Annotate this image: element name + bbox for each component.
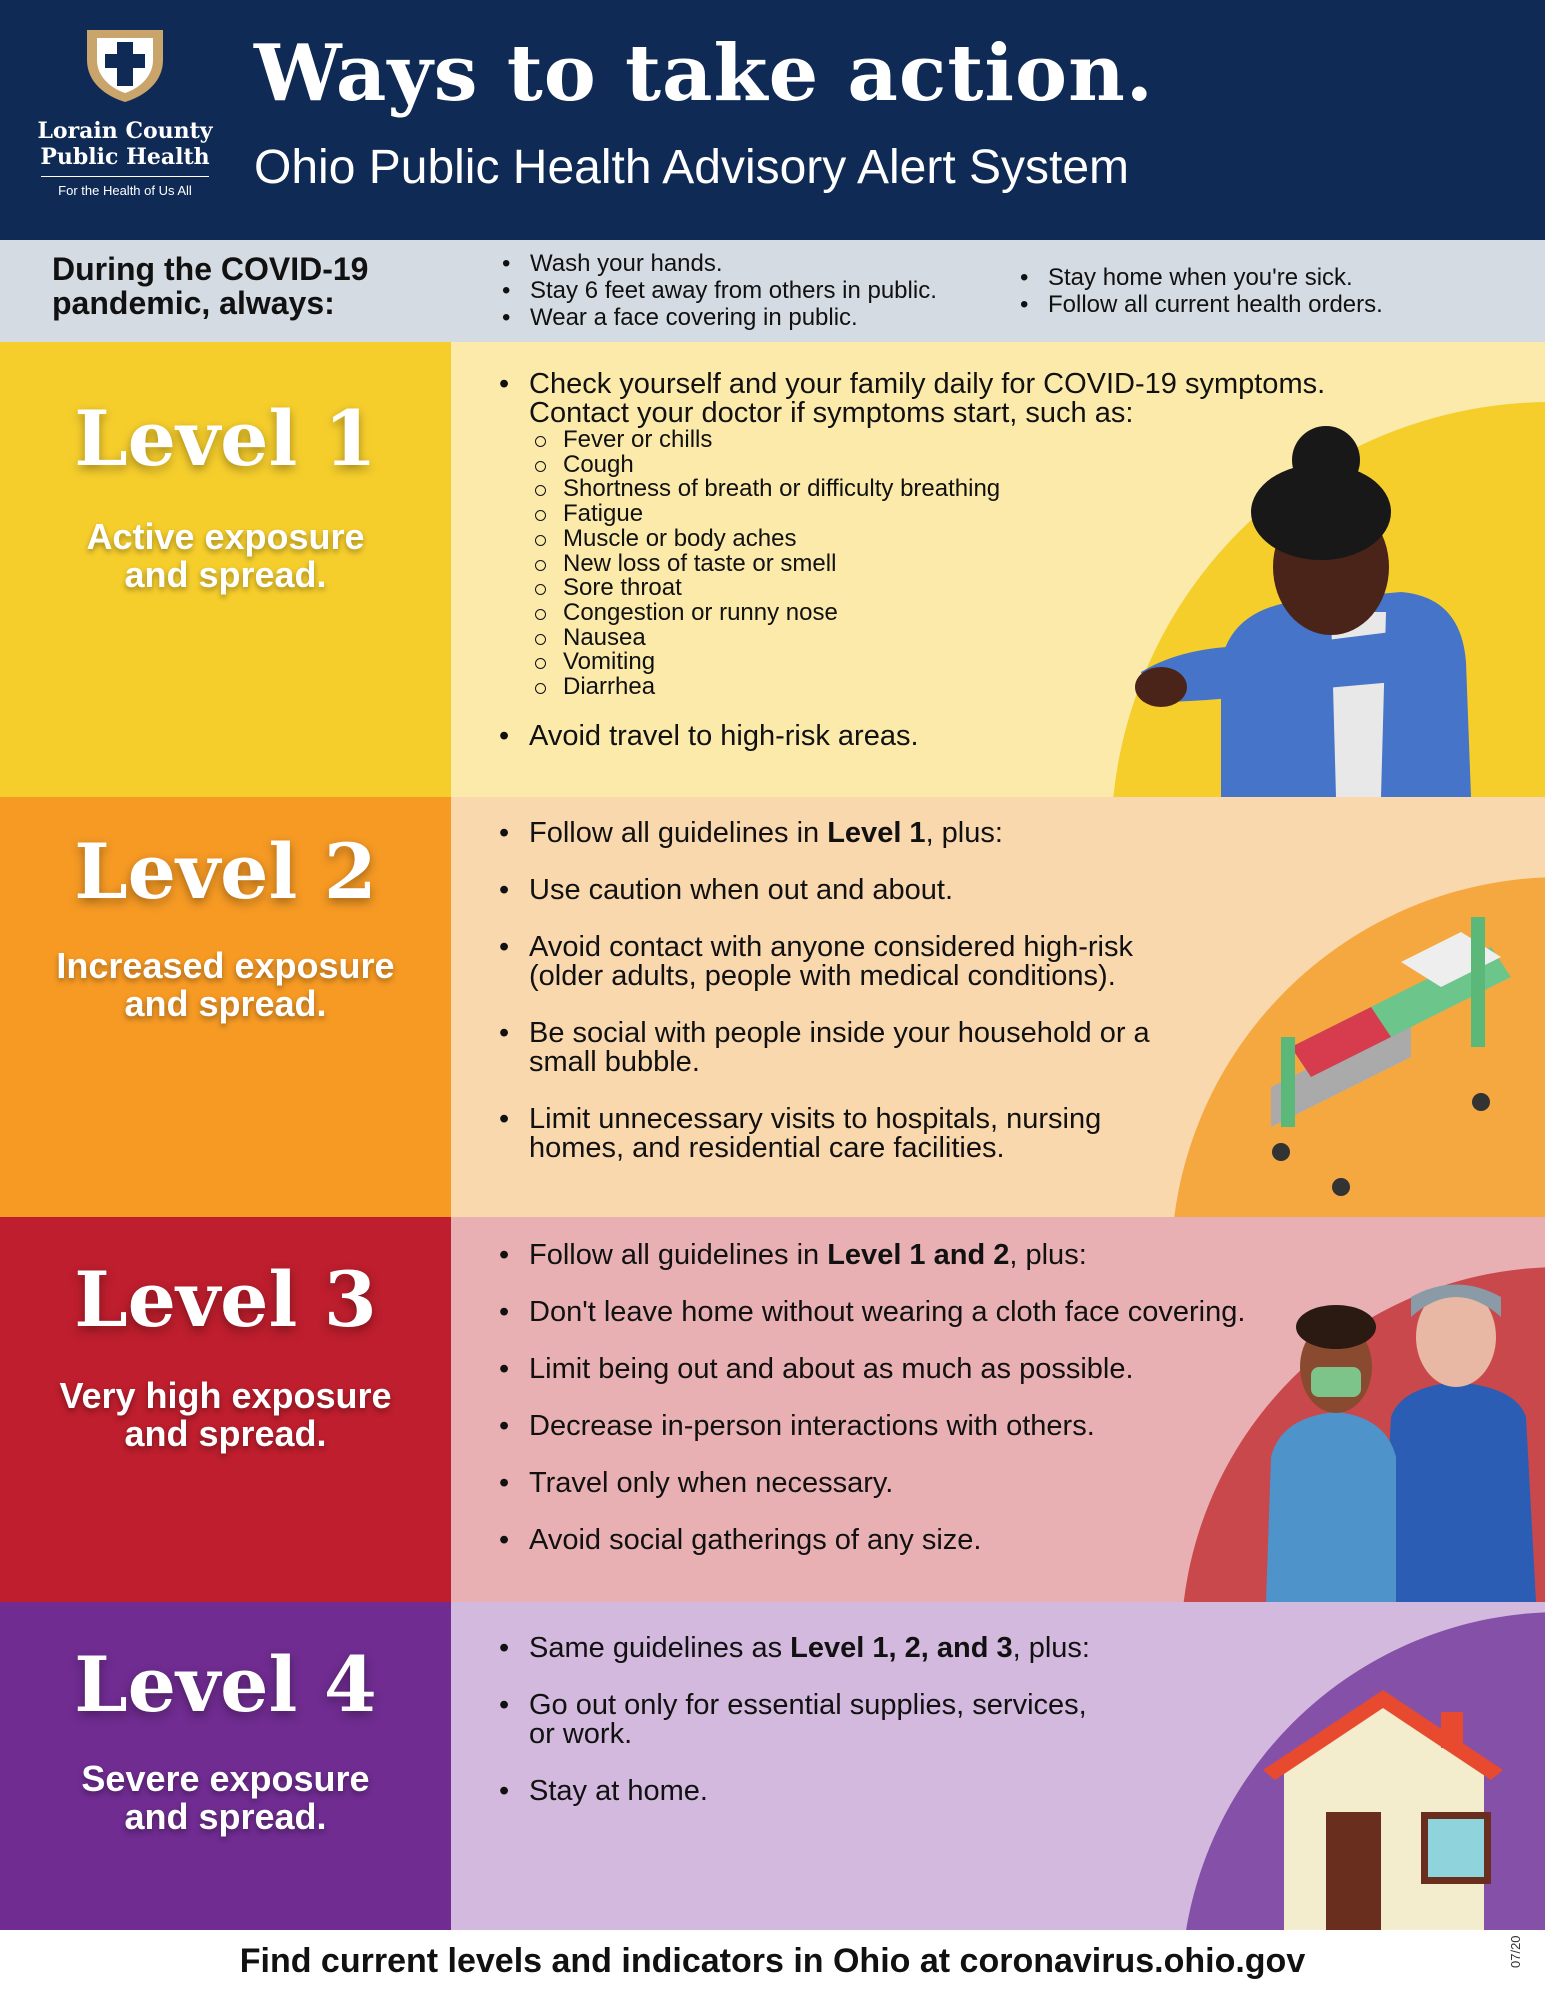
- list-item-text: , plus:: [1012, 1632, 1090, 1664]
- level-4-description: Severe exposure and spread.: [81, 1758, 370, 1837]
- symptom-item: Congestion or runny nose: [529, 600, 1325, 626]
- symptom-item: Vomiting: [529, 650, 1325, 675]
- level-4-list: Same guidelines as Level 1, 2, and 3, pl…: [493, 1632, 1090, 1807]
- list-item: Wear a face covering in public.: [494, 304, 937, 331]
- list-item-text: Follow all guidelines in: [529, 817, 828, 849]
- level-4-section: Level 4 Severe exposure and spread. Same…: [0, 1602, 1545, 1930]
- list-item-text: Use caution when out and about.: [529, 874, 954, 906]
- list-item: Stay at home.: [493, 1775, 1090, 1807]
- page-subtitle: Ohio Public Health Advisory Alert System: [254, 141, 1130, 194]
- list-item: Decrease in-person interactions with oth…: [493, 1412, 1245, 1442]
- symptom-item: Muscle or body aches: [529, 526, 1325, 552]
- level-2-section: Level 2 Increased exposure and spread. F…: [0, 797, 1545, 1217]
- list-item-text: Check yourself and your family daily for…: [529, 368, 1326, 400]
- list-item: Be social with people inside your househ…: [493, 1019, 1150, 1077]
- level-3-description: Very high exposure and spread.: [59, 1375, 392, 1454]
- list-item: Use caution when out and about.: [493, 874, 1150, 906]
- list-item: Stay home when you're sick.: [1012, 264, 1383, 291]
- masked-couple-icon: [1266, 1284, 1536, 1602]
- symptom-item: New loss of taste or smell: [529, 551, 1325, 577]
- always-label: During the COVID-19 pandemic, always:: [52, 251, 369, 321]
- list-item: Avoid travel to high-risk areas.: [493, 721, 1325, 751]
- level-2-title: Level 2: [74, 827, 377, 916]
- level-ref: Level 1: [827, 817, 926, 849]
- level-2-label-panel: Level 2 Increased exposure and spread.: [0, 797, 451, 1217]
- list-item-text: Follow all guidelines in: [529, 1239, 828, 1271]
- page-title: Ways to take action.: [254, 28, 1154, 119]
- list-item: Limit unnecessary visits to hospitals, n…: [493, 1105, 1150, 1163]
- list-item: Follow all guidelines in Level 1 and 2, …: [493, 1239, 1245, 1271]
- footer: Find current levels and indicators in Oh…: [0, 1930, 1545, 2000]
- symptom-item: Cough: [529, 452, 1325, 478]
- list-item: Follow all guidelines in Level 1, plus:: [493, 817, 1150, 849]
- logo: Lorain County Public Health For the Heal…: [30, 26, 220, 206]
- header: Lorain County Public Health For the Heal…: [0, 0, 1545, 240]
- always-bar: During the COVID-19 pandemic, always: Wa…: [0, 240, 1545, 342]
- logo-name: Lorain County Public Health: [37, 118, 213, 170]
- level-1-content: Check yourself and your family daily for…: [451, 342, 1545, 797]
- house-icon: [1263, 1690, 1503, 1930]
- footer-text: Find current levels and indicators in Oh…: [239, 1942, 1306, 1980]
- list-item: Stay 6 feet away from others in public.: [494, 277, 937, 304]
- symptom-item: Shortness of breath or difficulty breath…: [529, 477, 1325, 502]
- list-item-text: Go out only for essential supplies, serv…: [529, 1689, 1087, 1721]
- logo-divider: [41, 176, 209, 177]
- level-ref: Level 1, 2, and 3: [790, 1632, 1013, 1664]
- list-item-text: homes, and residential care facilities.: [529, 1132, 1005, 1164]
- list-item-text: Contact your doctor if symptoms start, s…: [529, 397, 1134, 429]
- level-4-title: Level 4: [74, 1640, 377, 1729]
- list-item: Check yourself and your family daily for…: [493, 370, 1325, 700]
- level-4-label-panel: Level 4 Severe exposure and spread.: [0, 1602, 451, 1930]
- list-item: Follow all current health orders.: [1012, 291, 1383, 318]
- list-item: Travel only when necessary.: [493, 1469, 1245, 1499]
- hospital-bed-icon: [1271, 917, 1511, 1196]
- level-3-content: Follow all guidelines in Level 1 and 2, …: [451, 1217, 1545, 1602]
- list-item-text: Stay at home.: [529, 1775, 708, 1807]
- always-list-1: Wash your hands. Stay 6 feet away from o…: [494, 250, 937, 331]
- list-item: Wash your hands.: [494, 250, 937, 277]
- level-1-section: Level 1 Active exposure and spread. Chec…: [0, 342, 1545, 797]
- list-item-text: (older adults, people with medical condi…: [529, 960, 1116, 992]
- list-item: Go out only for essential supplies, serv…: [493, 1691, 1090, 1749]
- level-2-list: Follow all guidelines in Level 1, plus: …: [493, 819, 1150, 1163]
- level-3-label-panel: Level 3 Very high exposure and spread.: [0, 1217, 451, 1602]
- symptom-item: Nausea: [529, 625, 1325, 651]
- level-1-description: Active exposure and spread.: [86, 516, 365, 595]
- level-3-list: Follow all guidelines in Level 1 and 2, …: [493, 1239, 1245, 1556]
- list-item: Limit being out and about as much as pos…: [493, 1355, 1245, 1385]
- list-item: Don't leave home without wearing a cloth…: [493, 1298, 1245, 1328]
- list-item-text: Avoid contact with anyone considered hig…: [529, 931, 1133, 963]
- list-item-text: Same guidelines as: [529, 1632, 791, 1664]
- symptom-list: Fever or chills Cough Shortness of breat…: [529, 427, 1325, 700]
- revision-code: 07/20: [1508, 1935, 1523, 1968]
- level-1-label-panel: Level 1 Active exposure and spread.: [0, 342, 451, 797]
- list-item-text: or work.: [529, 1718, 633, 1750]
- list-item-text: small bubble.: [529, 1046, 700, 1078]
- level-ref: Level 1 and 2: [827, 1239, 1010, 1271]
- always-list-2: Stay home when you're sick. Follow all c…: [1012, 264, 1383, 318]
- list-item: Same guidelines as Level 1, 2, and 3, pl…: [493, 1632, 1090, 1664]
- level-4-content: Same guidelines as Level 1, 2, and 3, pl…: [451, 1602, 1545, 1930]
- list-item-text: , plus:: [925, 817, 1003, 849]
- level-3-section: Level 3 Very high exposure and spread. F…: [0, 1217, 1545, 1602]
- logo-tagline: For the Health of Us All: [58, 183, 192, 198]
- list-item: Avoid social gatherings of any size.: [493, 1526, 1245, 1556]
- list-item-text: , plus:: [1009, 1239, 1087, 1271]
- symptom-item: Fatigue: [529, 501, 1325, 527]
- level-1-list: Check yourself and your family daily for…: [493, 370, 1325, 751]
- symptom-item: Fever or chills: [529, 427, 1325, 453]
- level-1-title: Level 1: [74, 394, 377, 483]
- level-2-description: Increased exposure and spread.: [56, 945, 395, 1024]
- level-3-title: Level 3: [74, 1255, 377, 1344]
- symptom-item: Diarrhea: [529, 674, 1325, 700]
- list-item-text: Limit unnecessary visits to hospitals, n…: [529, 1103, 1102, 1135]
- list-item-text: Be social with people inside your househ…: [529, 1017, 1150, 1049]
- symptom-item: Sore throat: [529, 576, 1325, 601]
- level-2-content: Follow all guidelines in Level 1, plus: …: [451, 797, 1545, 1217]
- list-item: Avoid contact with anyone considered hig…: [493, 933, 1150, 991]
- shield-cross-icon: [87, 30, 163, 102]
